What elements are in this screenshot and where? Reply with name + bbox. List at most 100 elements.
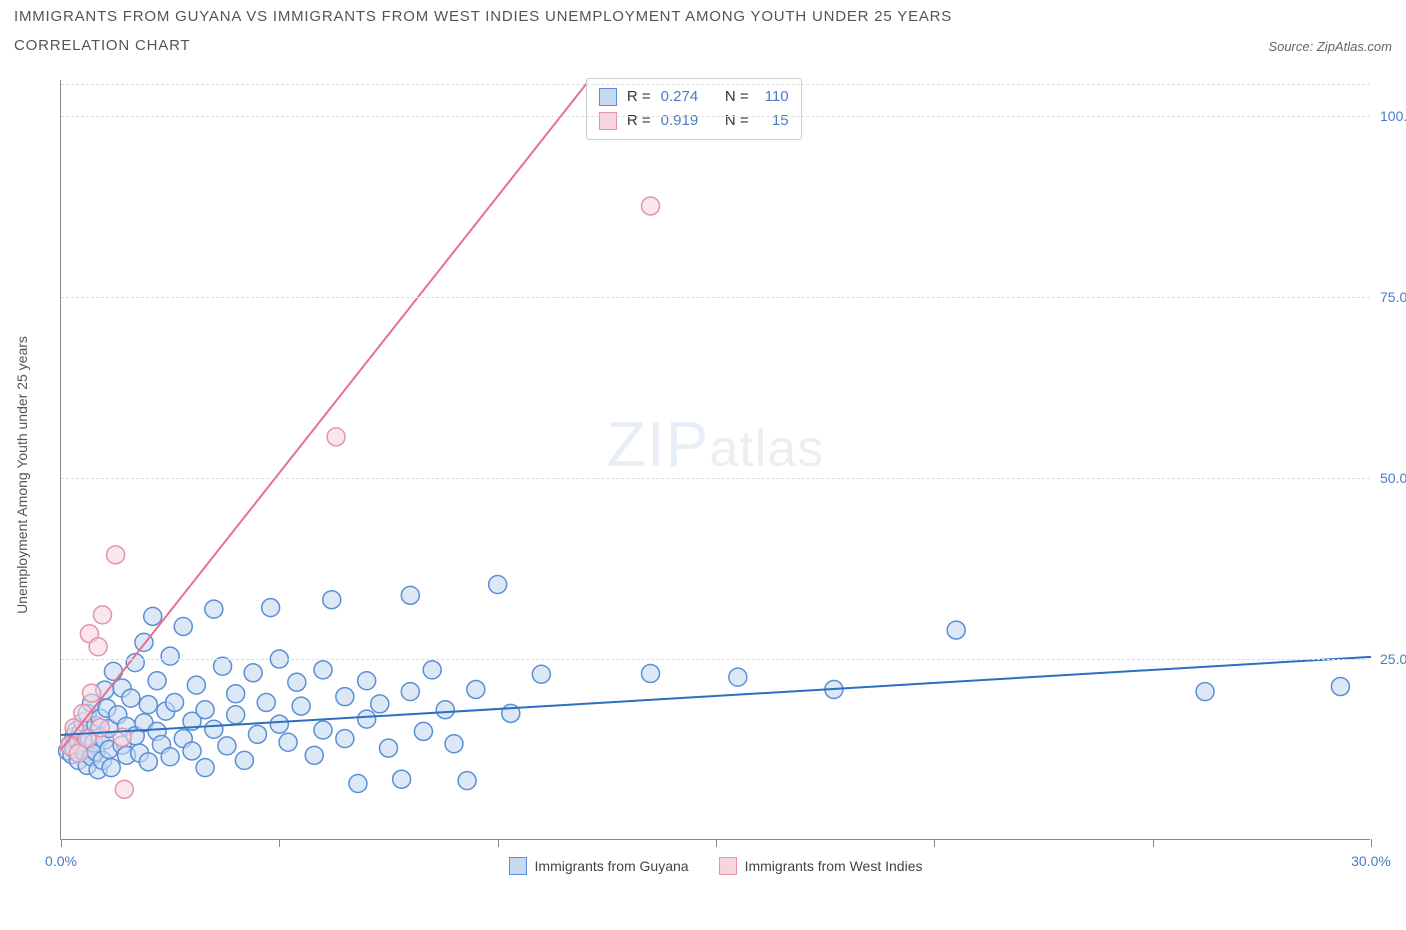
data-point (107, 546, 125, 564)
data-point (458, 772, 476, 790)
data-point (205, 720, 223, 738)
plot-svg (61, 80, 1370, 839)
data-point (467, 680, 485, 698)
source-value: ZipAtlas.com (1317, 39, 1392, 54)
data-point (161, 748, 179, 766)
data-point (414, 722, 432, 740)
data-point (183, 742, 201, 760)
data-point (115, 780, 133, 798)
data-point (423, 661, 441, 679)
chart-container: Unemployment Among Youth under 25 years … (40, 80, 1390, 870)
legend-label: Immigrants from Guyana (535, 858, 689, 874)
data-point (336, 688, 354, 706)
data-point (729, 668, 747, 686)
data-point (235, 751, 253, 769)
legend-swatch (719, 857, 737, 875)
gridline-h (61, 478, 1370, 479)
data-point (227, 685, 245, 703)
data-point (1331, 678, 1349, 696)
data-point (288, 673, 306, 691)
data-point (196, 759, 214, 777)
data-point (196, 701, 214, 719)
y-tick-label: 50.0% (1374, 470, 1406, 486)
data-point (122, 689, 140, 707)
x-tick-label: 0.0% (45, 853, 77, 869)
y-tick-label: 75.0% (1374, 289, 1406, 305)
legend-label: Immigrants from West Indies (745, 858, 923, 874)
data-point (139, 753, 157, 771)
gridline-h (61, 297, 1370, 298)
legend-r-label: R = (627, 109, 651, 133)
data-point (642, 197, 660, 215)
legend-r-value: 0.919 (661, 109, 711, 133)
data-point (205, 600, 223, 618)
chart-title: IMMIGRANTS FROM GUYANA VS IMMIGRANTS FRO… (14, 8, 952, 54)
data-point (393, 770, 411, 788)
data-point (314, 661, 332, 679)
data-point (83, 684, 101, 702)
data-point (257, 693, 275, 711)
data-point (314, 721, 332, 739)
title-line-2: CORRELATION CHART (14, 37, 952, 54)
y-tick-label: 100.0% (1374, 108, 1406, 124)
data-point (93, 606, 111, 624)
legend-item: Immigrants from Guyana (509, 857, 689, 875)
data-point (305, 746, 323, 764)
data-point (144, 607, 162, 625)
x-tick (61, 839, 62, 847)
data-point (102, 759, 120, 777)
legend-r-value: 0.274 (661, 85, 711, 109)
trend-line (61, 80, 589, 750)
legend-r-label: R = (627, 85, 651, 109)
x-tick (279, 839, 280, 847)
legend-row: R = 0.919 N = 15 (599, 109, 789, 133)
data-point (358, 672, 376, 690)
source-attribution: Source: ZipAtlas.com (1268, 39, 1392, 54)
data-point (1196, 683, 1214, 701)
data-point (270, 715, 288, 733)
data-point (642, 665, 660, 683)
data-point (327, 428, 345, 446)
legend-n-value: 15 (759, 109, 789, 133)
legend-n-value: 110 (759, 85, 789, 109)
data-point (104, 662, 122, 680)
data-point (489, 575, 507, 593)
data-point (139, 696, 157, 714)
data-point (445, 735, 463, 753)
data-point (436, 701, 454, 719)
data-point (371, 695, 389, 713)
y-tick-label: 25.0% (1374, 651, 1406, 667)
data-point (279, 733, 297, 751)
data-point (532, 665, 550, 683)
x-tick (716, 839, 717, 847)
data-point (161, 647, 179, 665)
legend-n-label: N = (721, 85, 749, 109)
legend-row: R = 0.274 N = 110 (599, 85, 789, 109)
data-point (947, 621, 965, 639)
y-axis-title: Unemployment Among Youth under 25 years (14, 336, 30, 614)
plot-area: ZIPatlas R = 0.274 N = 110R = 0.919 N = … (60, 80, 1370, 840)
gridline-h (61, 116, 1370, 117)
data-point (166, 693, 184, 711)
correlation-legend: R = 0.274 N = 110R = 0.919 N = 15 (586, 78, 802, 140)
legend-swatch (599, 88, 617, 106)
data-point (91, 719, 109, 737)
x-tick (934, 839, 935, 847)
data-point (401, 586, 419, 604)
data-point (174, 617, 192, 635)
legend-swatch (509, 857, 527, 875)
data-point (227, 706, 245, 724)
data-point (380, 739, 398, 757)
series-legend: Immigrants from Guyana Immigrants from We… (509, 857, 923, 875)
x-tick (1371, 839, 1372, 847)
data-point (148, 672, 166, 690)
gridline-h (61, 84, 1370, 85)
data-point (218, 737, 236, 755)
data-point (401, 683, 419, 701)
legend-swatch (599, 112, 617, 130)
source-label: Source: (1268, 39, 1313, 54)
x-tick (498, 839, 499, 847)
data-point (323, 591, 341, 609)
x-tick-label: 30.0% (1351, 853, 1391, 869)
legend-item: Immigrants from West Indies (719, 857, 923, 875)
